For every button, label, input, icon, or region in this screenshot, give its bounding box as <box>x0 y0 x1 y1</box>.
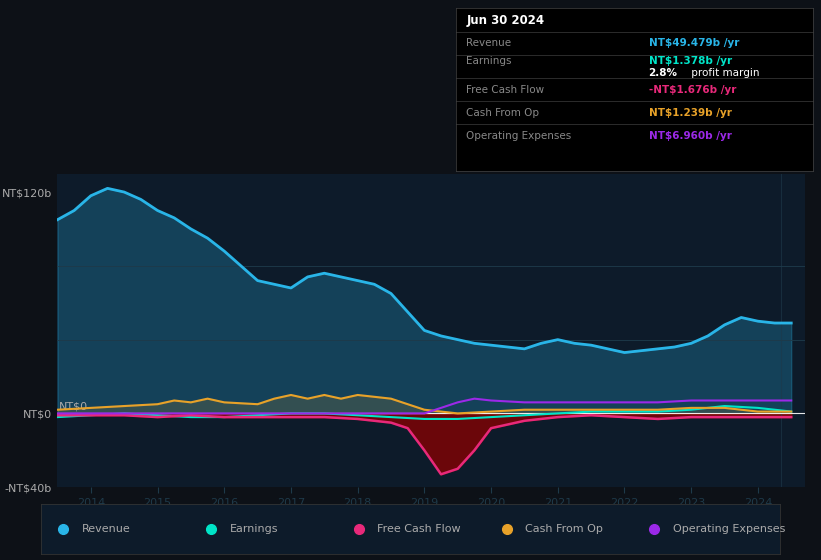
Text: Free Cash Flow: Free Cash Flow <box>466 85 544 95</box>
Text: Free Cash Flow: Free Cash Flow <box>378 524 461 534</box>
Text: 2.8%: 2.8% <box>649 68 677 78</box>
Text: NT$1.239b /yr: NT$1.239b /yr <box>649 108 732 118</box>
Text: Earnings: Earnings <box>466 57 511 66</box>
Text: Operating Expenses: Operating Expenses <box>466 131 571 141</box>
Text: Revenue: Revenue <box>466 38 511 48</box>
Text: NT$6.960b /yr: NT$6.960b /yr <box>649 131 732 141</box>
Text: profit margin: profit margin <box>688 68 759 78</box>
Text: Operating Expenses: Operating Expenses <box>673 524 785 534</box>
Text: Earnings: Earnings <box>230 524 278 534</box>
Text: Jun 30 2024: Jun 30 2024 <box>466 13 544 26</box>
Text: NT$0: NT$0 <box>59 402 88 412</box>
Text: NT$1.378b /yr: NT$1.378b /yr <box>649 57 732 66</box>
Text: Cash From Op: Cash From Op <box>525 524 603 534</box>
Text: Cash From Op: Cash From Op <box>466 108 539 118</box>
Text: Revenue: Revenue <box>82 524 131 534</box>
Text: -NT$1.676b /yr: -NT$1.676b /yr <box>649 85 736 95</box>
Text: NT$49.479b /yr: NT$49.479b /yr <box>649 38 739 48</box>
